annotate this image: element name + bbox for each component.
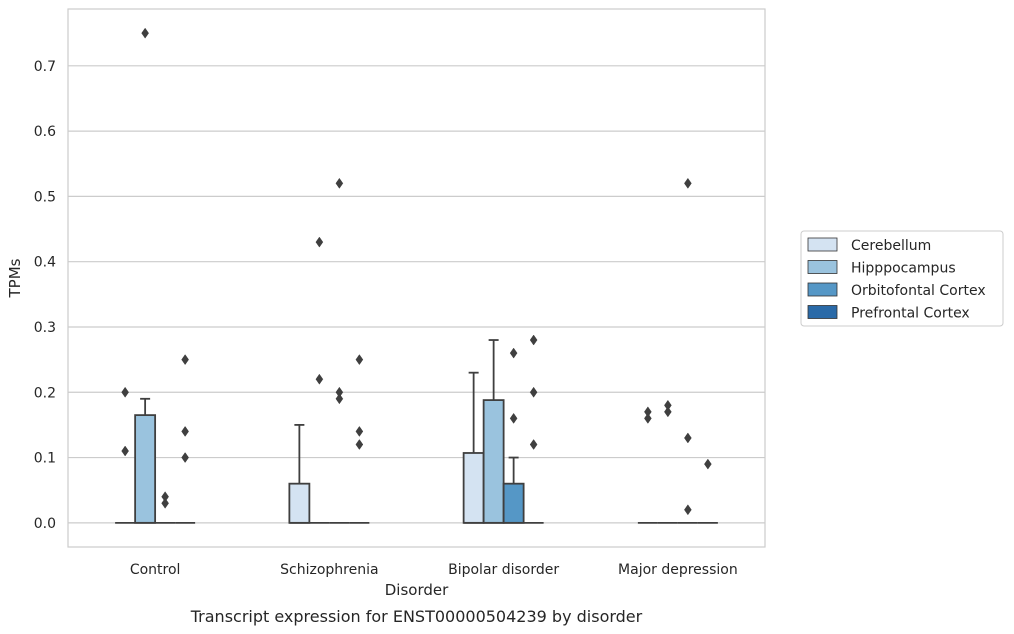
y-tick-label: 0.2: [34, 385, 56, 401]
box: [482, 399, 505, 524]
y-tick-label: 0.4: [34, 255, 56, 271]
outlier-point: [121, 445, 129, 457]
x-axis-ticks: Control Schizophrenia Bipolar disorder Majo…: [130, 562, 738, 578]
legend-label: Cerebellum: [851, 238, 931, 254]
x-tick-label: Major depression: [618, 562, 738, 578]
outlier-point: [509, 347, 518, 359]
box: [502, 482, 525, 524]
outlier-point: [509, 412, 518, 424]
y-tick-label: 0.5: [34, 189, 56, 205]
y-tick-label: 0.7: [34, 59, 56, 75]
outlier-point: [141, 27, 149, 39]
outlier-point: [315, 236, 324, 248]
outlier-point: [355, 354, 364, 366]
y-tick-label: 0.3: [34, 320, 56, 336]
legend-label: Orbitofontal Cortex: [851, 283, 986, 299]
y-tick-label: 0.6: [34, 124, 56, 140]
outlier-point: [529, 386, 538, 398]
outlier-point: [161, 497, 169, 509]
outlier-point: [684, 504, 692, 516]
outlier-point: [181, 425, 189, 437]
legend-swatch: [807, 260, 838, 274]
y-axis-label: TPMs: [6, 258, 24, 298]
legend-swatch: [807, 237, 838, 252]
outlier-point: [664, 406, 672, 418]
outlier-point: [181, 452, 189, 463]
legend-frame: [800, 230, 1004, 327]
outlier-point: [355, 439, 364, 450]
y-tick-label: 0.0: [34, 516, 56, 532]
y-axis-ticks: 0.0 0.1 0.2 0.3 0.4 0.5 0.6 0.7: [34, 59, 56, 532]
box: [288, 482, 311, 524]
x-tick-label: Control: [130, 562, 181, 578]
outlier-point: [704, 458, 712, 470]
legend-label: Hipppocampus: [851, 261, 956, 277]
outlier-point: [644, 412, 652, 424]
outliers: [121, 27, 712, 516]
outlier-point: [335, 177, 344, 189]
gridlines: [68, 65, 765, 524]
outlier-point: [684, 432, 692, 444]
outlier-point: [181, 354, 189, 366]
outlier-point: [335, 393, 344, 405]
x-tick-label: Bipolar disorder: [448, 562, 559, 578]
x-tick-label: Schizophrenia: [280, 562, 378, 578]
x-axis-label: Disorder: [385, 581, 449, 599]
legend-label: Prefrontal Cortex: [851, 306, 970, 322]
box: [134, 414, 157, 524]
box: [462, 452, 485, 524]
outlier-point: [121, 386, 129, 398]
outlier-point: [684, 177, 692, 189]
outlier-point: [529, 439, 538, 450]
legend-swatch: [807, 305, 838, 319]
plot-area-frame: [67, 8, 766, 548]
chart-caption: Transcript expression for ENST0000050423…: [190, 607, 643, 626]
boxes: [115, 339, 718, 524]
outlier-point: [315, 373, 324, 385]
legend: Cerebellum Hipppocampus Orbitofontal Corte…: [800, 230, 1004, 327]
legend-swatch: [807, 282, 838, 297]
y-tick-label: 0.1: [34, 451, 56, 467]
outlier-point: [355, 425, 364, 437]
outlier-point: [529, 334, 538, 346]
